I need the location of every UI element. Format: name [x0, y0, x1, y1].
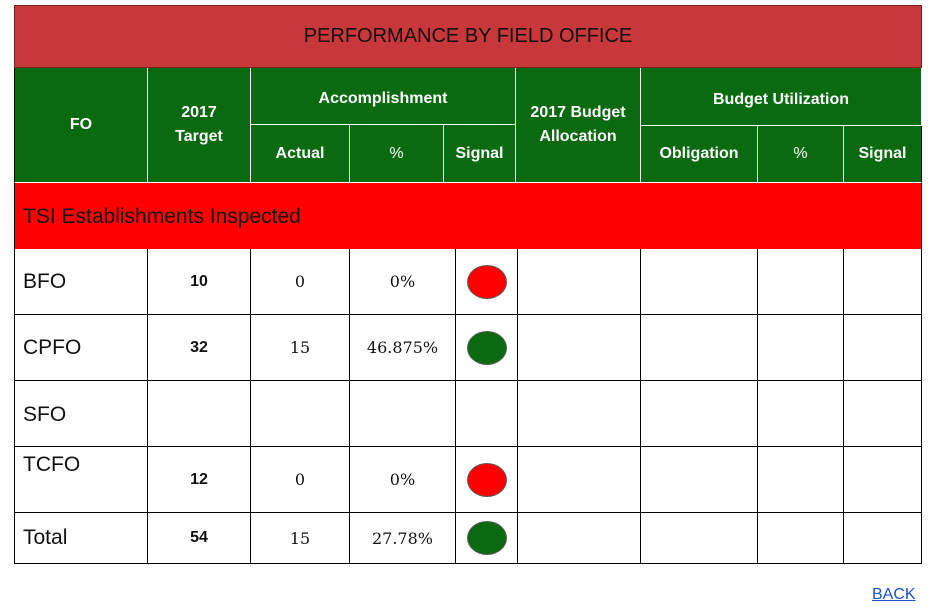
- row-budget-allocation: [518, 381, 641, 447]
- row-actual: [251, 381, 350, 447]
- table-title: PERFORMANCE BY FIELD OFFICE: [14, 5, 922, 68]
- row-budget-allocation: [518, 315, 641, 381]
- row-signal: [456, 381, 518, 447]
- header-acc-percent: %: [350, 125, 444, 183]
- header-budget-allocation-label: 2017 Budget Allocation: [530, 104, 626, 145]
- row-obligation: [641, 447, 758, 513]
- header-target: 2017 Target: [148, 68, 251, 183]
- row-percent: 0%: [350, 447, 456, 513]
- signal-green-icon: [466, 521, 507, 555]
- header-bu-signal-label: Signal: [858, 145, 907, 162]
- header-obligation-label: Obligation: [659, 145, 739, 162]
- header-fo-label: FO: [69, 116, 93, 133]
- row-actual: 0: [251, 249, 350, 315]
- row-signal: [456, 513, 518, 564]
- row-bu-signal: [844, 315, 922, 381]
- header-budget-utilization-label: Budget Utilization: [713, 91, 849, 108]
- row-fo: TCFO: [14, 447, 148, 513]
- section-bar: TSI Establishments Inspected: [14, 183, 922, 249]
- row-target: [148, 381, 251, 447]
- row-obligation: [641, 249, 758, 315]
- header-obligation: Obligation: [641, 126, 758, 183]
- row-fo: Total: [14, 513, 148, 564]
- row-obligation: [641, 315, 758, 381]
- row-target: 32: [148, 315, 251, 381]
- header-actual: Actual: [251, 125, 350, 183]
- row-percent: 46.875%: [350, 315, 456, 381]
- section-label: TSI Establishments Inspected: [23, 205, 301, 228]
- row-signal: [456, 447, 518, 513]
- header-bu-signal: Signal: [844, 126, 922, 183]
- row-target: 10: [148, 249, 251, 315]
- row-fo: CPFO: [14, 315, 148, 381]
- row-signal: [456, 315, 518, 381]
- signal-green-icon: [466, 330, 507, 365]
- header-acc-signal: Signal: [444, 125, 516, 183]
- signal-red-icon: [466, 264, 507, 299]
- row-bu-signal: [844, 513, 922, 564]
- row-bu-signal: [844, 381, 922, 447]
- header-fo: FO: [14, 68, 148, 183]
- header-budget-utilization: Budget Utilization: [641, 68, 922, 126]
- header-actual-label: Actual: [275, 145, 325, 162]
- row-actual: 15: [251, 513, 350, 564]
- row-bu-percent: [758, 447, 844, 513]
- row-bu-signal: [844, 447, 922, 513]
- header-target-label: 2017 Target: [175, 104, 223, 145]
- row-bu-percent: [758, 381, 844, 447]
- row-actual: 15: [251, 315, 350, 381]
- row-bu-percent: [758, 513, 844, 564]
- signal-red-icon: [466, 462, 507, 497]
- row-target: 12: [148, 447, 251, 513]
- row-budget-allocation: [518, 513, 641, 564]
- header-budget-allocation: 2017 Budget Allocation: [516, 68, 641, 183]
- row-obligation: [641, 381, 758, 447]
- row-percent: 0%: [350, 249, 456, 315]
- row-percent: 27.78%: [350, 513, 456, 564]
- table-title-text: PERFORMANCE BY FIELD OFFICE: [303, 25, 633, 47]
- row-fo: SFO: [14, 381, 148, 447]
- row-fo: BFO: [14, 249, 148, 315]
- row-obligation: [641, 513, 758, 564]
- back-link[interactable]: BACK: [872, 586, 916, 603]
- header-bu-percent: %: [758, 126, 844, 183]
- header-accomplishment-label: Accomplishment: [318, 90, 448, 107]
- row-actual: 0: [251, 447, 350, 513]
- row-bu-percent: [758, 315, 844, 381]
- row-bu-signal: [844, 249, 922, 315]
- row-budget-allocation: [518, 447, 641, 513]
- row-budget-allocation: [518, 249, 641, 315]
- header-acc-signal-label: Signal: [455, 145, 504, 162]
- row-target: 54: [148, 513, 251, 564]
- row-signal: [456, 249, 518, 315]
- row-bu-percent: [758, 249, 844, 315]
- header-accomplishment: Accomplishment: [251, 68, 516, 125]
- row-percent: [350, 381, 456, 447]
- header-bu-percent-label: %: [793, 145, 808, 162]
- header-acc-percent-label: %: [389, 145, 404, 162]
